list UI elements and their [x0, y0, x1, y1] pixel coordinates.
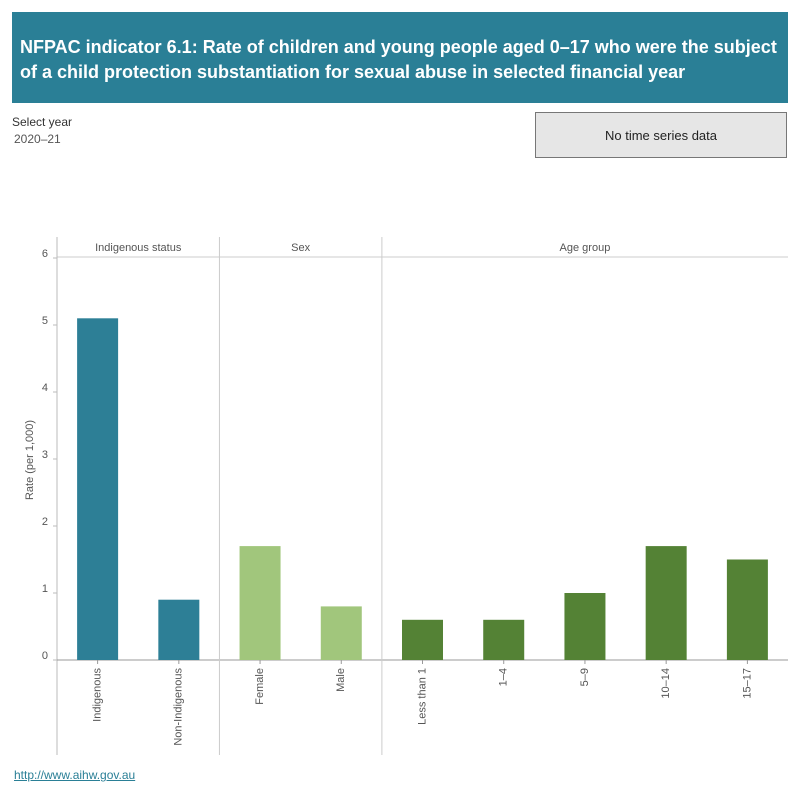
x-tick-label: Less than 1 [416, 668, 428, 725]
bar [402, 619, 443, 660]
bar [564, 593, 606, 660]
bar [77, 318, 119, 660]
y-tick-label: 1 [42, 583, 48, 595]
x-tick-label: 15–17 [741, 668, 753, 699]
panel-header: Age group [560, 242, 611, 254]
x-tick-label: Male [335, 668, 347, 692]
x-tick-label: 1–4 [498, 668, 510, 686]
header-title: NFPAC indicator 6.1: Rate of children an… [12, 12, 788, 103]
time-series-button[interactable]: No time series data [535, 112, 787, 158]
x-tick-label: Non-Indigenous [173, 668, 185, 746]
y-axis-label: Rate (per 1,000) [24, 420, 36, 500]
bar [645, 546, 687, 660]
x-tick-label: 5–9 [579, 668, 591, 686]
y-tick-label: 4 [42, 382, 48, 394]
y-tick-label: 3 [42, 449, 48, 461]
y-tick-label: 2 [42, 516, 48, 528]
select-value[interactable]: 2020–21 [14, 132, 61, 146]
y-tick-label: 0 [42, 650, 48, 662]
bar [483, 619, 525, 660]
panel-header: Sex [291, 242, 310, 254]
x-tick-label: Female [254, 668, 266, 705]
select-label: Select year [12, 115, 73, 129]
footer-link[interactable]: http://www.aihw.gov.au [14, 768, 136, 782]
y-tick-label: 6 [42, 248, 48, 260]
y-tick-label: 5 [42, 315, 48, 327]
bar [726, 559, 768, 660]
x-tick-label: Indigenous [92, 668, 104, 722]
bar [320, 606, 362, 660]
bar [158, 599, 200, 660]
panel-header: Indigenous status [95, 242, 182, 254]
x-tick-label: 10–14 [660, 668, 672, 699]
bar [239, 546, 281, 660]
